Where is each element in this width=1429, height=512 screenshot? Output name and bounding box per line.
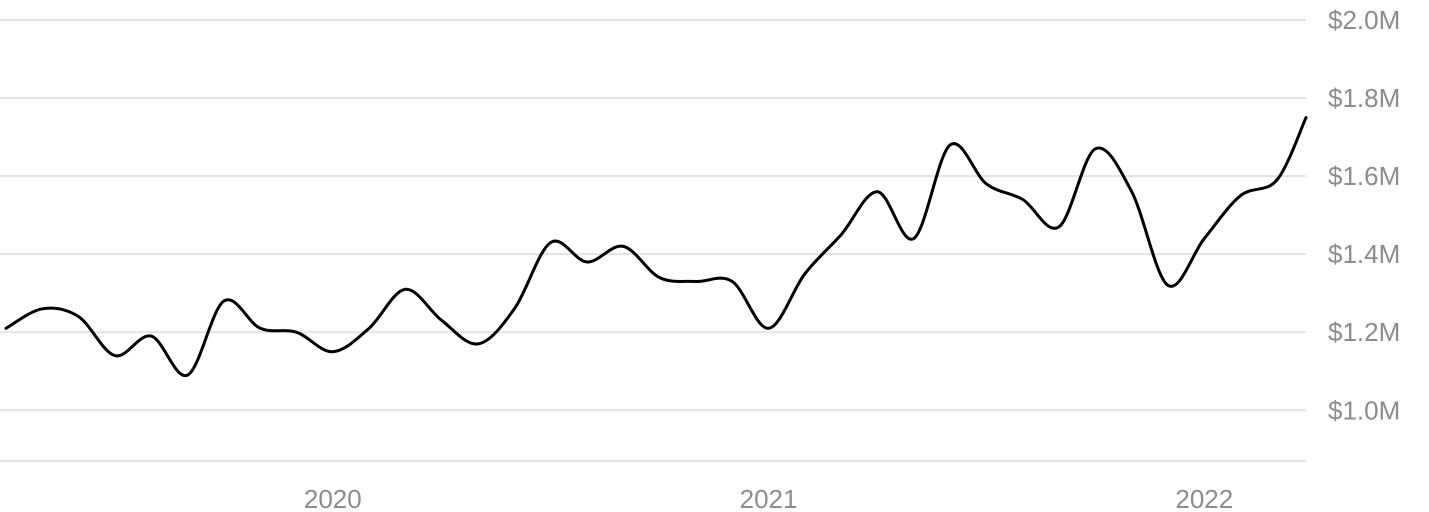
- y-tick-label: $1.6M: [1328, 161, 1400, 191]
- x-tick-label: 2022: [1175, 484, 1233, 512]
- y-axis-ticks: $1.0M $1.2M $1.4M $1.6M $1.8M $2.0M: [1328, 5, 1400, 425]
- x-tick-label: 2021: [740, 484, 798, 512]
- series-line: [4, 116, 1308, 377]
- x-tick-label: 2020: [304, 484, 362, 512]
- y-tick-label: $1.8M: [1328, 83, 1400, 113]
- y-tick-label: $2.0M: [1328, 5, 1400, 35]
- y-tick-label: $1.2M: [1328, 317, 1400, 347]
- x-axis-ticks: 2020 2021 2022: [304, 484, 1233, 512]
- series: [4, 116, 1308, 377]
- y-tick-label: $1.4M: [1328, 239, 1400, 269]
- gridlines: [0, 19, 1306, 462]
- y-tick-label: $1.0M: [1328, 395, 1400, 425]
